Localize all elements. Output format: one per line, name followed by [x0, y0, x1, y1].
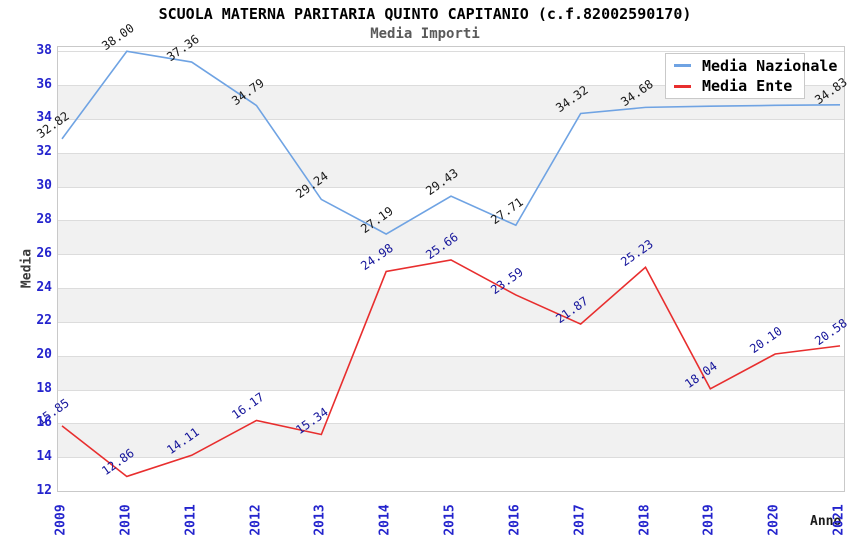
gridline	[58, 355, 844, 357]
gridline	[58, 152, 844, 154]
gridline	[58, 51, 844, 53]
x-tick-label: 2013	[312, 504, 328, 536]
chart-title: SCUOLA MATERNA PARITARIA QUINTO CAPITANI…	[158, 5, 692, 23]
y-tick-label: 14	[36, 448, 52, 464]
legend-box: Media Nazionale Media Ente	[665, 53, 837, 99]
plot-band	[58, 423, 844, 458]
gridline	[58, 118, 844, 120]
plot-band	[58, 152, 844, 187]
media-ente-line	[61, 259, 841, 478]
y-tick-label: 30	[36, 178, 52, 194]
x-tick-label: 2018	[637, 504, 652, 536]
x-tick-label: 2010	[118, 504, 134, 536]
gridline	[58, 457, 844, 459]
x-tick-label: 2014	[377, 504, 393, 536]
y-tick-label: 16	[36, 414, 52, 430]
ente-line-swatch-icon	[674, 84, 691, 88]
legend-label: Media Ente	[702, 77, 793, 96]
gridline	[58, 423, 844, 425]
plot-band	[58, 288, 844, 322]
y-tick-label: 12	[36, 482, 52, 498]
x-tick-label: 2011	[183, 504, 199, 536]
y-tick-label: 28	[36, 211, 52, 227]
nazionale-line-swatch-icon	[674, 64, 691, 68]
x-tick-label: 2021	[831, 504, 847, 536]
y-tick-label: 32	[36, 144, 52, 160]
legend-label: Media Nazionale	[702, 56, 838, 75]
x-tick-label: 2019	[701, 504, 717, 536]
x-axis-title: Anno	[810, 514, 842, 529]
y-axis-title: Media	[19, 248, 35, 289]
x-tick-label: 2017	[572, 504, 588, 536]
y-tick-label: 24	[36, 279, 52, 295]
y-tick-label: 34	[36, 110, 52, 126]
gridline	[58, 220, 844, 222]
gridline	[58, 389, 844, 391]
x-tick-label: 2020	[766, 504, 782, 536]
gridline	[58, 186, 844, 188]
plot-area: 32.82 38.00 37.36 34.79 29.24 27.19 29.43 27.71…	[34, 21, 850, 492]
y-tick-label: 26	[36, 245, 52, 261]
series-lines	[61, 50, 841, 478]
chart-subtitle: Media Importi	[370, 26, 480, 42]
y-tick-label: 38	[36, 42, 52, 58]
gridline	[58, 85, 844, 87]
x-tick-label: 2016	[507, 504, 523, 536]
media-nazionale-line	[61, 50, 841, 235]
gridline	[58, 288, 844, 290]
gridline	[58, 321, 844, 323]
x-tick-label: 2009	[53, 504, 69, 536]
gridline	[58, 254, 844, 256]
plot-band	[58, 220, 844, 255]
plot-band	[58, 355, 844, 390]
legend-item-media-nazionale: Media Nazionale	[674, 57, 837, 75]
y-tick-label: 18	[36, 381, 52, 396]
x-tick-label: 2012	[248, 504, 263, 536]
x-tick-label: 2015	[442, 504, 458, 536]
y-tick-label: 22	[36, 313, 52, 329]
y-tick-label: 20	[36, 347, 52, 363]
legend-item-media-ente: Media Ente	[674, 77, 804, 95]
y-tick-label: 36	[36, 76, 52, 92]
